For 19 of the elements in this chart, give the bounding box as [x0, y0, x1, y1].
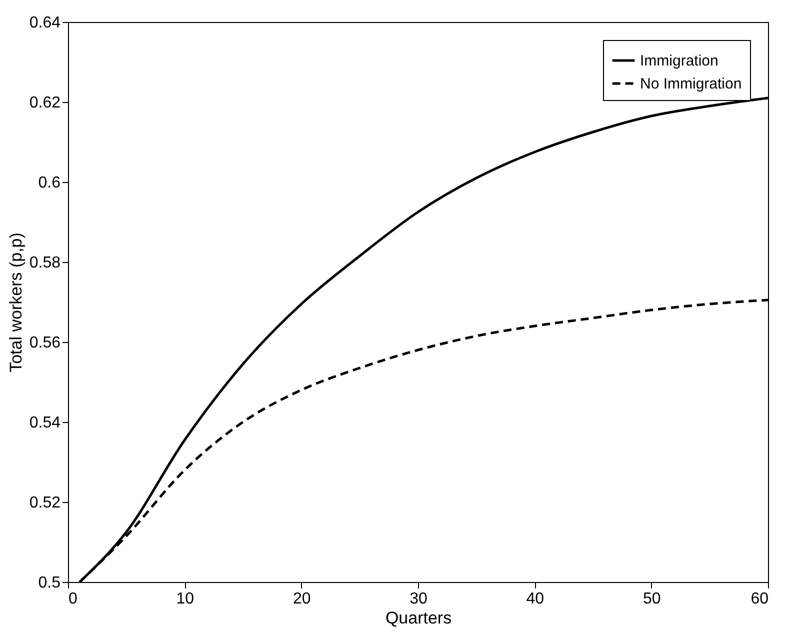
y-tick-label: 0.58	[29, 254, 61, 272]
legend-label: Immigration	[640, 52, 718, 70]
y-tick-label: 0.5	[38, 574, 61, 592]
y-tick-label: 0.56	[29, 334, 61, 352]
legend-label: No Immigration	[640, 76, 742, 92]
x-tick-label: 50	[642, 590, 661, 608]
y-tick-label: 0.54	[29, 414, 61, 432]
x-tick-label: 60	[750, 590, 769, 608]
y-tick-label: 0.6	[38, 174, 61, 192]
y-tick-label: 0.52	[29, 494, 61, 512]
y-axis-title: Total workers (p,p)	[6, 232, 26, 372]
x-axis-title: Quarters	[385, 608, 452, 628]
x-tick-label: 0	[68, 590, 78, 608]
x-tick-label: 40	[526, 590, 544, 608]
y-tick-label: 0.62	[29, 94, 61, 112]
x-tick-label: 30	[410, 590, 428, 608]
x-tick-label: 10	[176, 590, 194, 608]
x-tick-label: 20	[292, 590, 311, 608]
y-tick-label: 0.64	[29, 14, 61, 32]
